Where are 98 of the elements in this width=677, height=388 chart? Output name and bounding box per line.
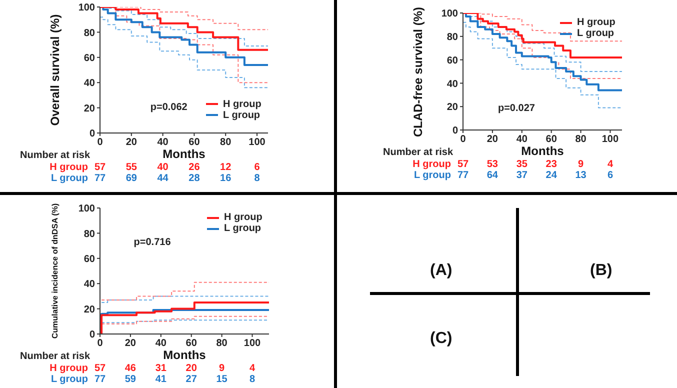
y-tick-label: 100 xyxy=(78,204,96,215)
text: 23 xyxy=(544,159,558,170)
x-tick-label: 0 xyxy=(460,134,466,146)
x-tick-label: 60 xyxy=(186,338,198,350)
annotation: p=0.716 xyxy=(134,237,171,248)
text: (A) xyxy=(430,262,452,280)
text: Number at risk xyxy=(20,150,90,161)
text: 12 xyxy=(219,162,232,173)
text: 9 xyxy=(576,159,585,170)
text: 8 xyxy=(253,173,261,184)
text: 57 xyxy=(457,159,469,170)
text: L group xyxy=(50,173,88,184)
text: 8 xyxy=(248,374,256,385)
text: 13 xyxy=(574,170,588,181)
legend-label: H group xyxy=(224,212,262,223)
y-tick-label: 0 xyxy=(89,330,96,341)
x-tick-label: 80 xyxy=(220,137,232,148)
x-tick-label: 60 xyxy=(188,137,200,148)
text: 77 xyxy=(94,374,106,385)
y-tick-label: 80 xyxy=(446,32,458,43)
x-tick-label: 40 xyxy=(516,134,528,146)
x-tick-label: 20 xyxy=(124,338,136,350)
y-tick-label: 60 xyxy=(84,52,96,64)
text: 6 xyxy=(253,162,261,173)
y-tick-label: 20 xyxy=(446,102,458,114)
text: 4 xyxy=(606,159,614,170)
x-tick-label: 20 xyxy=(486,134,498,146)
x-tick-label: 80 xyxy=(575,134,587,146)
y-tick-label: 60 xyxy=(446,55,458,66)
text: 20 xyxy=(184,363,198,374)
y-tick-label: 100 xyxy=(441,8,458,20)
x-tick-label: 40 xyxy=(157,137,169,148)
x-tick-label: 0 xyxy=(97,137,104,148)
text: 6 xyxy=(606,170,614,181)
text: L group xyxy=(414,170,451,181)
x-tick-label: 100 xyxy=(248,137,266,148)
text: 64 xyxy=(486,170,499,181)
y-axis-title: CLAD-free survival (%) xyxy=(411,6,425,137)
y-tick-label: 60 xyxy=(84,254,96,265)
text: 24 xyxy=(544,170,558,181)
y-axis-title: Overall survival (%) xyxy=(48,14,62,126)
text: 4 xyxy=(248,363,256,374)
text: L group xyxy=(50,374,88,385)
annotation: p=0.027 xyxy=(498,102,535,114)
x-tick-label: 0 xyxy=(97,338,104,350)
y-tick-label: 40 xyxy=(84,78,96,90)
y-tick-label: 80 xyxy=(84,228,96,240)
text: 44 xyxy=(156,173,170,184)
text: 15 xyxy=(215,374,228,385)
legend-label: H group xyxy=(577,17,616,28)
x-tick-label: 100 xyxy=(602,134,619,146)
text: 46 xyxy=(124,363,137,374)
legend-label: H group xyxy=(223,98,262,110)
x-tick-label: 100 xyxy=(244,338,262,350)
legend-label: L group xyxy=(223,110,260,121)
text: 57 xyxy=(94,162,106,173)
x-tick-label: 20 xyxy=(126,137,138,148)
text: 35 xyxy=(515,159,528,170)
x-axis-title: Months xyxy=(162,348,207,362)
x-tick-label: 40 xyxy=(155,338,167,350)
text: 41 xyxy=(154,374,168,385)
x-tick-label: 60 xyxy=(546,134,558,146)
y-tick-label: 100 xyxy=(78,2,96,14)
y-tick-label: 0 xyxy=(452,126,458,137)
text: Number at risk xyxy=(383,147,454,158)
x-axis-title: Months xyxy=(520,144,565,158)
text: H group xyxy=(412,159,451,170)
text: 27 xyxy=(184,374,198,385)
x-tick-label: 80 xyxy=(216,338,228,350)
text: H group xyxy=(50,363,88,374)
text: 40 xyxy=(156,162,170,173)
y-tick-label: 40 xyxy=(446,78,458,90)
text: 9 xyxy=(218,363,226,374)
x-axis-title: Months xyxy=(162,147,206,161)
text: 31 xyxy=(154,363,168,374)
text: 16 xyxy=(219,173,232,184)
text: Number at risk xyxy=(20,351,90,362)
text: 55 xyxy=(124,162,138,173)
text: 26 xyxy=(188,162,201,173)
text: 57 xyxy=(94,363,106,374)
y-tick-label: 20 xyxy=(84,103,96,114)
text: 77 xyxy=(94,173,106,184)
text: (B) xyxy=(590,262,612,280)
y-axis-title: Cumulative incidence of dnDSA (%) xyxy=(50,203,60,339)
text: 37 xyxy=(515,170,528,181)
text: 77 xyxy=(457,170,469,181)
text: H group xyxy=(50,162,88,173)
legend-label: L group xyxy=(224,223,262,234)
y-tick-label: 20 xyxy=(84,304,96,316)
legend-label: L group xyxy=(577,28,614,39)
y-tick-label: 80 xyxy=(84,28,96,39)
y-tick-label: 40 xyxy=(84,279,96,290)
text: 28 xyxy=(188,173,201,184)
text: 69 xyxy=(124,173,138,184)
text: 53 xyxy=(486,159,499,170)
text: (C) xyxy=(430,330,452,348)
text: 59 xyxy=(124,374,137,385)
annotation: p=0.062 xyxy=(150,102,188,113)
